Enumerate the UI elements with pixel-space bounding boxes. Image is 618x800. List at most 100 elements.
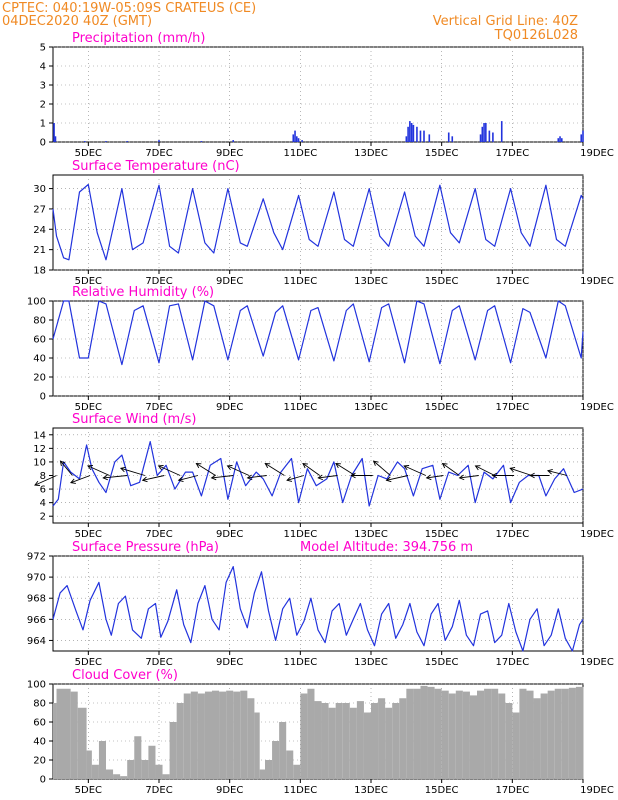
panel-humidity-xtick-label: 11DEC xyxy=(283,402,317,413)
panel-precip-bar xyxy=(292,134,295,142)
panel-pressure-ytick-label: 966 xyxy=(27,615,46,626)
panel-temperature-ytick-label: 30 xyxy=(33,184,46,195)
panel-cloud-area-segment xyxy=(169,722,177,779)
panel-cloud-area-segment xyxy=(183,693,191,779)
panel-wind-wind-arrow xyxy=(87,465,110,476)
panel-precip-xtick-label: 7DEC xyxy=(145,148,172,159)
panel-precip-ytick-label: 0 xyxy=(40,138,46,149)
panel-cloud-area-segment xyxy=(406,688,414,779)
panel-wind-wind-arrowhead xyxy=(195,463,202,469)
panel-wind-wind-arrowhead xyxy=(264,463,271,469)
panel-wind-wind-arrowhead xyxy=(372,460,379,466)
panel-cloud-ytick-label: 80 xyxy=(33,699,46,710)
panel-cloud-area-segment xyxy=(477,690,485,779)
panel-precip-xtick-label: 5DEC xyxy=(75,148,102,159)
panel-wind-wind-arrowhead xyxy=(246,474,253,481)
panel-wind-ytick-label: 8 xyxy=(40,471,46,482)
panel-humidity-ytick-label: 60 xyxy=(33,335,46,346)
panel-wind-wind-arrowhead xyxy=(157,465,164,471)
panel-pressure-ytick-label: 964 xyxy=(27,636,46,647)
panel-cloud-area-segment xyxy=(293,764,301,779)
panel-cloud-area-segment xyxy=(321,703,329,779)
panel-wind-wind-arrow xyxy=(442,463,460,476)
panel-precip-bar xyxy=(559,136,561,142)
panel-cloud-area-segment xyxy=(247,698,255,779)
panel-wind-wind-arrowhead xyxy=(226,465,233,471)
panel-cloud-area-segment xyxy=(240,690,248,779)
panel-cloud-ytick-label: 20 xyxy=(33,756,46,767)
panel-cloud-area-segment xyxy=(448,693,456,779)
panel-cloud-area-segment xyxy=(399,698,407,779)
panel-pressure-frame xyxy=(52,555,584,652)
panel-precip-bar xyxy=(557,138,560,142)
panel-precip-bar xyxy=(297,138,300,142)
panel-cloud-area-segment xyxy=(77,707,87,779)
panel-cloud-area-segment xyxy=(233,691,241,779)
panel-precip-bar xyxy=(481,126,484,142)
panel-precip-frame xyxy=(52,46,584,143)
panel-cloud-area-segment xyxy=(272,741,280,779)
panel-precip-bar xyxy=(158,140,160,142)
panel-pressure-ytick-label: 972 xyxy=(27,552,46,563)
panel-wind-wind-arrow xyxy=(286,475,304,481)
panel-wind-xtick-label: 15DEC xyxy=(425,529,459,540)
panel-cloud-ytick-label: 60 xyxy=(33,718,46,729)
panel-wind-wind-arrow xyxy=(103,475,128,479)
panel-temperature-xtick-label: 7DEC xyxy=(145,276,172,287)
panel-pressure-line xyxy=(52,565,584,652)
panel-pressure-xtick-label: 11DEC xyxy=(283,657,317,668)
panel-humidity-ytick-label: 40 xyxy=(33,354,46,365)
panel-wind-wind-arrowhead xyxy=(59,460,66,467)
panel-precip-xtick-label: 19DEC xyxy=(580,148,614,159)
panel-precip-bar xyxy=(301,140,303,142)
panel-precip-title: Precipitation (mm/h) xyxy=(72,31,205,46)
panel-precip-ytick-label: 4 xyxy=(40,62,46,73)
panel-cloud-area-segment xyxy=(434,688,442,779)
panel-temperature-line xyxy=(52,183,584,261)
panel-cloud-xtick-label: 15DEC xyxy=(425,785,459,796)
panel-wind-ytick-label: 10 xyxy=(33,457,46,468)
panel-cloud-area-segment xyxy=(568,687,576,779)
panel-pressure-xtick-label: 15DEC xyxy=(425,657,459,668)
panel-cloud-area-segment xyxy=(378,698,386,779)
panel-cloud-xtick-label: 17DEC xyxy=(495,785,529,796)
panel-cloud-area-segment xyxy=(120,776,128,779)
panel-precip-bar xyxy=(485,123,487,142)
panel-wind-wind-arrow xyxy=(335,463,356,476)
panel-cloud-area-segment xyxy=(314,701,322,779)
panel-wind-wind-arrow xyxy=(227,465,250,476)
panel-wind-xtick-label: 9DEC xyxy=(216,529,243,540)
panel-humidity-frame xyxy=(52,300,584,397)
panel-humidity-line xyxy=(52,300,584,366)
panel-cloud-area-segment xyxy=(106,769,114,779)
panel-cloud-area-segment xyxy=(385,707,393,779)
header-date-line: 04DEC2020 40Z (GMT) xyxy=(2,14,152,29)
panel-wind-wind-arrowhead xyxy=(529,472,535,479)
panel-precip-bar xyxy=(412,124,415,142)
panel-wind-wind-arrowhead xyxy=(177,476,184,482)
panel-temperature-ytick-label: 27 xyxy=(33,204,46,215)
panel-pressure-ytick-label: 968 xyxy=(27,594,46,605)
panel-cloud-area-segment xyxy=(526,690,534,779)
panel-precip-bar xyxy=(580,134,583,142)
panel-wind-wind-arrowhead xyxy=(141,476,148,483)
panel-humidity-xtick-label: 7DEC xyxy=(145,402,172,413)
panel-cloud-area-segment xyxy=(197,693,205,779)
panel-wind-wind-arrow xyxy=(142,475,165,481)
panel-cloud-area-segment xyxy=(148,745,156,779)
panel-wind-wind-arrowhead xyxy=(491,472,498,479)
panel-wind-xtick-label: 11DEC xyxy=(283,529,317,540)
panel-cloud-xtick-label: 9DEC xyxy=(216,785,243,796)
panel-wind-wind-arrowhead xyxy=(335,463,341,469)
panel-wind-title: Surface Wind (m/s) xyxy=(72,412,196,427)
panel-wind-wind-arrow xyxy=(302,463,321,476)
panel-wind-xtick-label: 5DEC xyxy=(75,529,102,540)
panel-precip-xtick-label: 11DEC xyxy=(283,148,317,159)
panel-precip-bar xyxy=(200,141,203,142)
panel-precip-ytick-label: 1 xyxy=(40,119,46,130)
panel-temperature-ytick-label: 24 xyxy=(33,225,46,236)
panel-temperature-frame xyxy=(52,174,584,271)
panel-cloud-area-segment xyxy=(56,688,71,779)
panel-cloud-area-segment xyxy=(141,760,149,779)
